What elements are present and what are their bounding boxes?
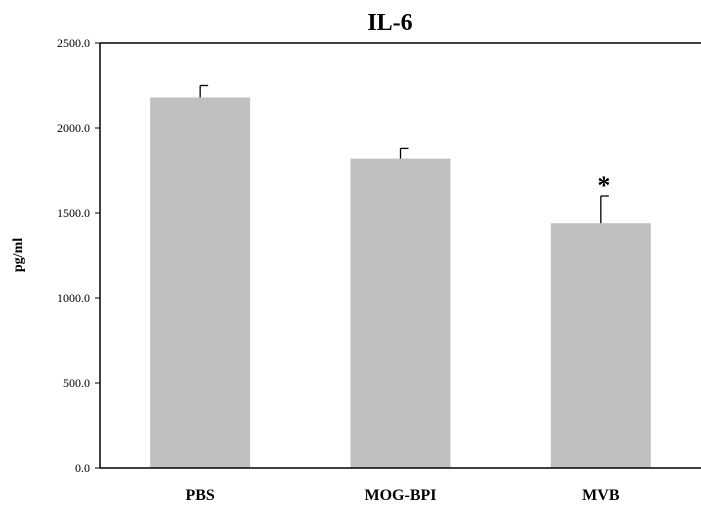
x-category-label: MVB — [582, 487, 620, 504]
significance-marker-mvb: * — [597, 171, 610, 200]
annotations-layer: * — [597, 171, 610, 200]
bar-mog-bpi — [350, 158, 451, 468]
y-tick-label: 2000.0 — [57, 121, 90, 135]
y-tick-label: 1000.0 — [57, 291, 90, 305]
axes-layer — [99, 42, 701, 469]
bar-mvb — [550, 223, 651, 468]
x-category-label: PBS — [185, 487, 214, 504]
y-tick-label: 2500.0 — [57, 36, 90, 50]
y-ticks-layer: 0.0 500.0 1000.0 1500.0 2000.0 2500.0 — [57, 36, 100, 475]
x-category-label: MOG-BPI — [365, 487, 437, 504]
error-bars-layer — [199, 84, 609, 224]
y-axis-label: pg/ml — [11, 238, 26, 272]
y-tick-label: 500.0 — [63, 376, 90, 390]
x-categories-layer: PBS MOG-BPI MVB — [185, 487, 619, 504]
y-tick-label: 1500.0 — [57, 206, 90, 220]
bar-pbs — [150, 97, 251, 469]
bars-layer — [150, 97, 651, 469]
y-tick-label: 0.0 — [75, 461, 90, 475]
chart-title: IL-6 — [367, 10, 412, 36]
